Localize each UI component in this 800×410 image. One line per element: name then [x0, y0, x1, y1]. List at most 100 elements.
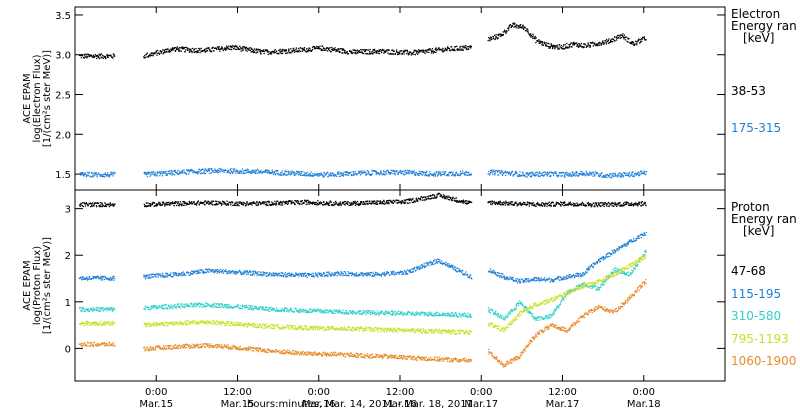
data-point — [235, 270, 237, 272]
data-point — [316, 275, 318, 277]
data-point — [258, 204, 260, 206]
data-point — [530, 33, 532, 35]
data-point — [439, 261, 441, 263]
data-point — [423, 263, 425, 265]
data-point — [616, 39, 618, 41]
data-point — [522, 171, 524, 173]
data-point — [218, 167, 220, 170]
data-point — [346, 51, 348, 53]
data-point — [597, 202, 599, 204]
data-point — [545, 44, 547, 46]
data-point — [301, 272, 303, 275]
data-point — [110, 307, 113, 310]
data-point — [268, 171, 271, 174]
data-point — [204, 200, 207, 202]
data-point — [358, 203, 360, 205]
data-point — [93, 202, 96, 204]
data-point — [446, 198, 448, 200]
data-point — [627, 175, 629, 177]
data-point — [404, 50, 406, 53]
data-point — [80, 57, 83, 59]
data-point — [456, 267, 458, 269]
data-point — [81, 173, 83, 175]
data-point — [310, 50, 313, 52]
data-point — [312, 175, 314, 177]
data-point — [328, 175, 330, 177]
data-point — [274, 203, 276, 205]
data-point — [282, 200, 285, 203]
data-point — [404, 202, 406, 204]
data-point — [353, 172, 355, 174]
data-point — [366, 200, 368, 202]
data-point — [507, 277, 509, 279]
data-point — [219, 202, 221, 205]
data-point — [288, 172, 290, 175]
data-point — [529, 34, 531, 36]
data-point — [622, 33, 624, 35]
data-point — [563, 174, 566, 176]
data-point — [531, 278, 533, 280]
data-point — [206, 47, 208, 49]
data-point — [640, 170, 642, 172]
data-point — [565, 46, 567, 48]
data-point — [511, 277, 513, 280]
data-point — [283, 274, 285, 276]
data-point — [266, 203, 268, 205]
data-point — [169, 170, 171, 172]
data-point — [630, 204, 633, 206]
data-point — [320, 48, 322, 50]
data-point — [462, 199, 465, 201]
data-point — [148, 274, 151, 276]
data-point — [512, 279, 515, 281]
data-point — [179, 274, 181, 276]
data-point — [642, 234, 644, 236]
data-point — [95, 205, 98, 207]
data-point — [109, 202, 112, 205]
data-point — [541, 202, 543, 204]
data-point — [200, 303, 202, 305]
data-point — [162, 307, 164, 309]
data-point — [380, 170, 382, 172]
data-point — [301, 203, 303, 205]
data-point — [615, 203, 617, 205]
data-point — [176, 49, 178, 51]
data-point — [509, 276, 511, 278]
data-point — [609, 203, 611, 205]
data-point — [156, 307, 158, 309]
data-point — [331, 173, 334, 175]
data-point — [196, 51, 198, 54]
data-point — [197, 47, 200, 50]
data-point — [358, 51, 361, 54]
data-point — [204, 48, 206, 50]
data-point — [522, 28, 525, 30]
data-point — [538, 172, 540, 175]
data-point — [406, 49, 408, 52]
data-point — [509, 173, 512, 175]
data-point — [355, 273, 357, 275]
data-point — [323, 272, 325, 275]
data-point — [258, 49, 260, 51]
data-point — [251, 172, 253, 174]
data-point — [106, 204, 108, 206]
data-point — [272, 173, 275, 175]
data-point — [173, 170, 175, 172]
data-point — [608, 175, 611, 177]
data-point — [170, 275, 173, 278]
data-point — [295, 273, 298, 275]
data-point — [111, 279, 113, 281]
data-point — [176, 204, 178, 207]
data-point — [417, 173, 419, 175]
data-point — [570, 42, 572, 44]
data-point — [624, 173, 626, 175]
data-point — [93, 56, 95, 58]
data-point — [226, 48, 228, 50]
data-point — [176, 47, 178, 49]
data-point — [257, 51, 259, 53]
data-point — [350, 204, 352, 206]
data-point — [353, 201, 355, 203]
data-point — [462, 200, 464, 202]
data-point — [314, 47, 316, 50]
data-point — [84, 205, 87, 207]
data-point — [147, 306, 150, 309]
data-point — [215, 47, 217, 49]
